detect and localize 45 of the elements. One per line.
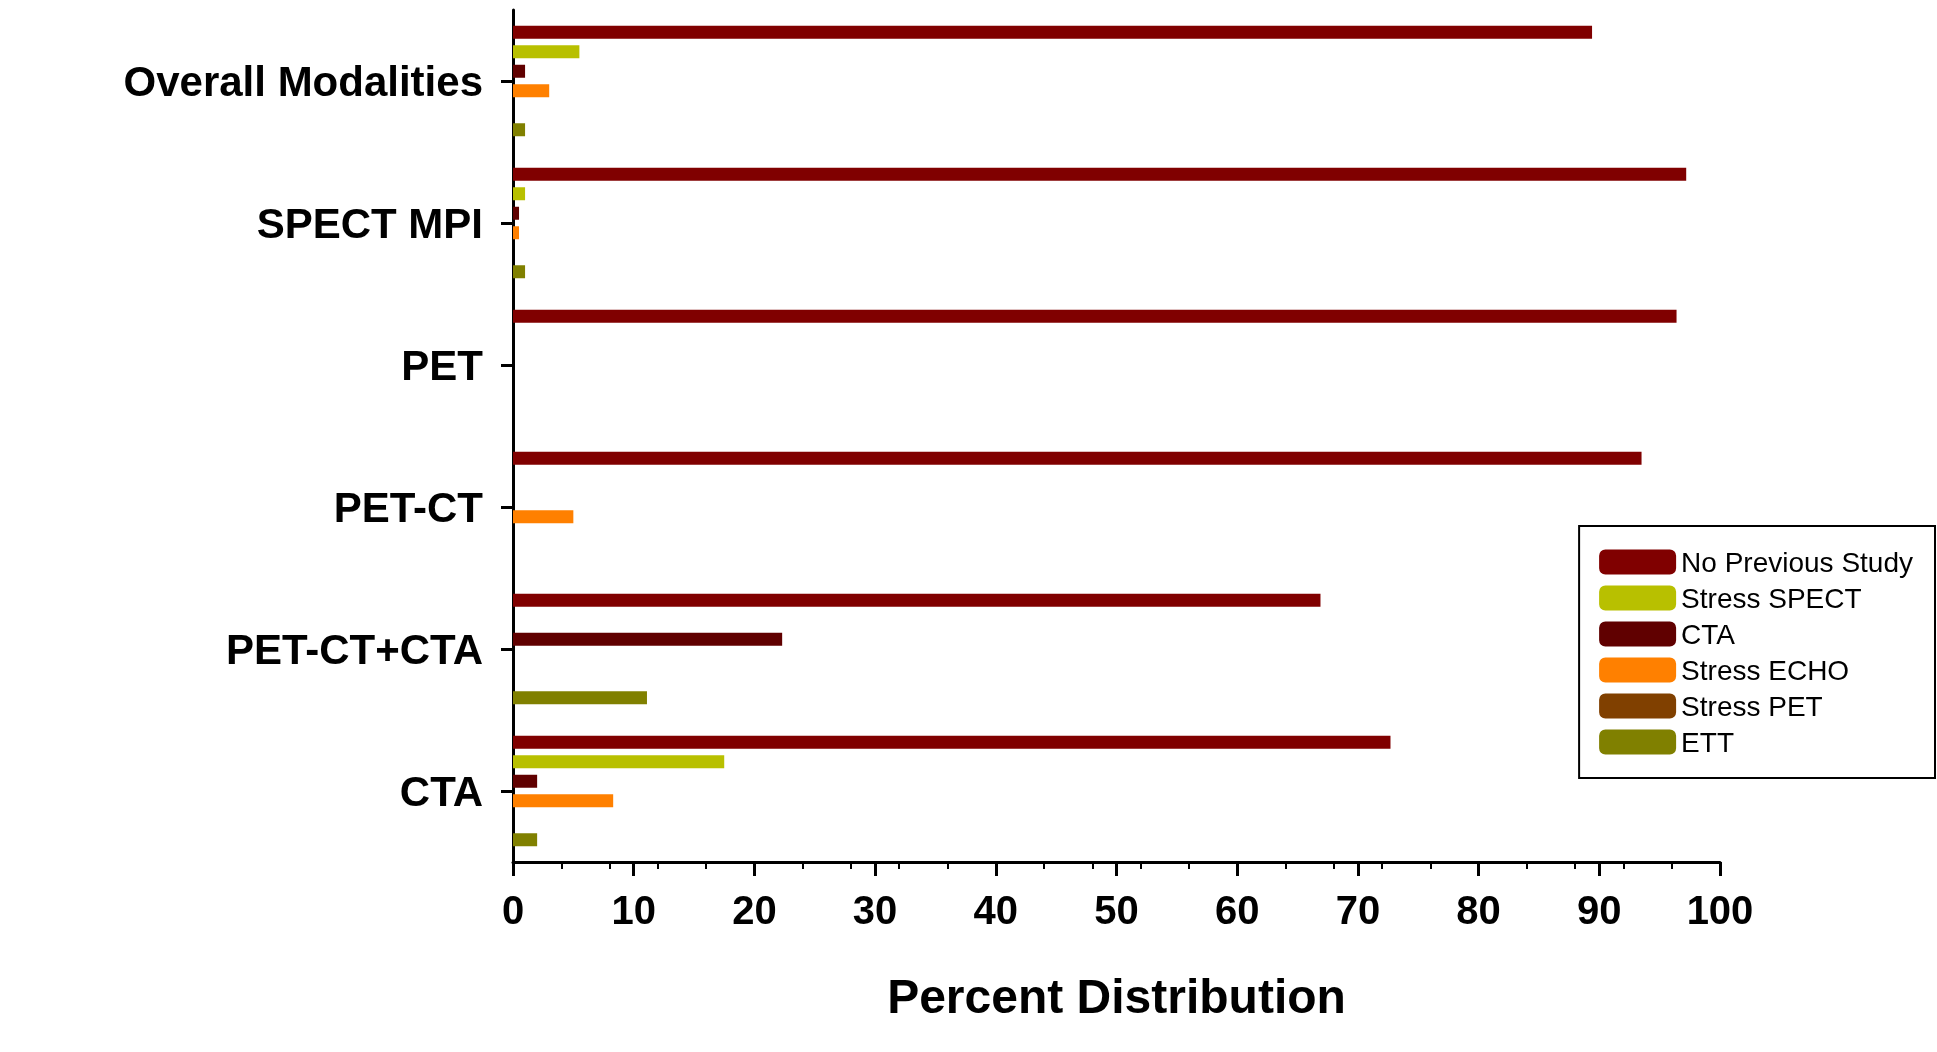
bar <box>513 187 526 201</box>
bar <box>513 691 647 705</box>
y-tick-label: PET <box>401 341 484 389</box>
bar <box>513 206 520 220</box>
bar <box>513 265 526 279</box>
bar <box>513 833 538 847</box>
x-tick-label: 40 <box>973 888 1019 932</box>
x-tick-label: 90 <box>1577 888 1622 932</box>
bar <box>513 774 538 788</box>
bar <box>513 735 1391 749</box>
legend-label: Stress PET <box>1681 690 1823 722</box>
bar <box>513 64 526 78</box>
bar <box>513 755 725 769</box>
bar <box>513 309 1677 323</box>
y-tick-label: PET-CT+CTA <box>225 625 483 673</box>
x-tick-label: 0 <box>501 888 525 932</box>
bar <box>513 45 580 59</box>
x-tick-label: 60 <box>1214 888 1260 932</box>
y-tick-label: CTA <box>399 767 483 815</box>
x-tick-label: 100 <box>1686 888 1754 932</box>
y-tick-label: Overall Modalities <box>123 57 483 105</box>
bar <box>513 84 550 98</box>
bar <box>513 226 520 240</box>
legend-label: CTA <box>1681 618 1736 650</box>
y-tick-label: SPECT MPI <box>256 199 483 247</box>
legend-label: No Previous Study <box>1681 546 1913 578</box>
x-tick-label: 50 <box>1094 888 1139 932</box>
x-tick-label: 20 <box>732 888 777 932</box>
bar <box>513 123 526 137</box>
x-tick-label: 30 <box>852 888 898 932</box>
bar <box>513 451 1642 465</box>
x-tick-label: 10 <box>611 888 656 932</box>
legend-label: ETT <box>1681 726 1734 758</box>
bar <box>513 794 614 808</box>
x-axis-title: Percent Distribution <box>887 969 1346 1023</box>
bar <box>513 593 1321 607</box>
legend-label: Stress ECHO <box>1681 654 1850 686</box>
bar <box>513 632 783 646</box>
bar <box>513 25 1593 39</box>
bar <box>513 510 574 524</box>
y-tick-label: PET-CT <box>333 483 484 531</box>
x-tick-label: 80 <box>1456 888 1501 932</box>
legend-label: Stress SPECT <box>1681 582 1862 614</box>
bar <box>513 167 1687 181</box>
x-tick-label: 70 <box>1335 888 1381 932</box>
